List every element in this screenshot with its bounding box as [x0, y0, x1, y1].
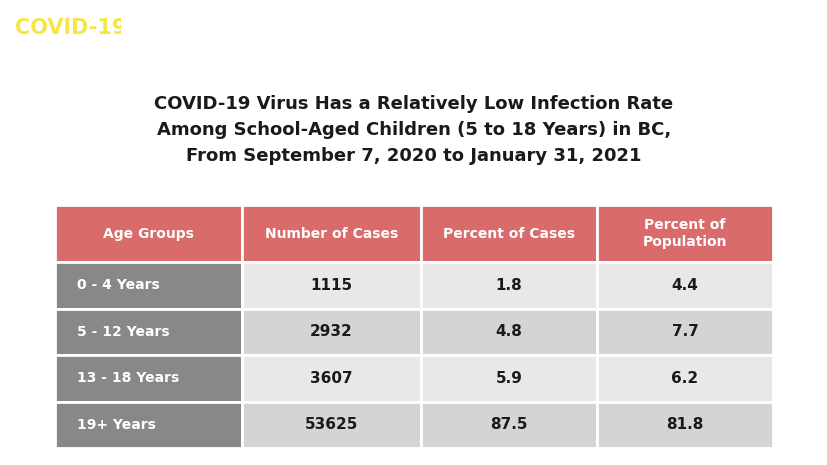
- Text: IN BC: IN BC: [112, 18, 182, 38]
- Bar: [421, 401, 596, 448]
- Bar: [55, 205, 241, 262]
- Text: 7.7: 7.7: [671, 324, 698, 339]
- Bar: [421, 355, 596, 401]
- Text: Number of Cases: Number of Cases: [265, 226, 398, 240]
- Bar: [55, 401, 241, 448]
- Text: 1115: 1115: [310, 278, 352, 293]
- Text: COVID-19 Virus Has a Relatively Low Infection Rate
Among School-Aged Children (5: COVID-19 Virus Has a Relatively Low Infe…: [155, 94, 672, 166]
- Bar: [421, 309, 596, 355]
- Text: 19+ Years: 19+ Years: [76, 418, 155, 432]
- Bar: [596, 401, 772, 448]
- Bar: [596, 355, 772, 401]
- Bar: [55, 355, 241, 401]
- Bar: [596, 205, 772, 262]
- Text: Percent of
Population: Percent of Population: [642, 219, 726, 249]
- Bar: [241, 262, 421, 309]
- Text: 81.8: 81.8: [666, 417, 703, 432]
- Bar: [421, 205, 596, 262]
- Text: 6.2: 6.2: [671, 371, 698, 386]
- Bar: [241, 309, 421, 355]
- Text: Percent of Cases: Percent of Cases: [442, 226, 575, 240]
- Text: 87.5: 87.5: [490, 417, 528, 432]
- Text: 5.9: 5.9: [495, 371, 522, 386]
- Bar: [241, 355, 421, 401]
- Bar: [55, 262, 241, 309]
- Text: 2932: 2932: [309, 324, 352, 339]
- Bar: [241, 205, 421, 262]
- Text: 53625: 53625: [304, 417, 358, 432]
- Bar: [421, 262, 596, 309]
- Text: Age Groups: Age Groups: [103, 226, 194, 240]
- Text: 5 - 12 Years: 5 - 12 Years: [76, 325, 169, 339]
- Bar: [596, 309, 772, 355]
- Text: 14: 14: [795, 20, 812, 34]
- Text: COVID-19: COVID-19: [15, 18, 127, 38]
- Text: 3607: 3607: [310, 371, 352, 386]
- Text: 13 - 18 Years: 13 - 18 Years: [76, 371, 179, 385]
- Text: 4.8: 4.8: [495, 324, 522, 339]
- Bar: [55, 309, 241, 355]
- Text: 4.4: 4.4: [671, 278, 698, 293]
- Bar: [596, 262, 772, 309]
- Bar: [241, 401, 421, 448]
- Text: 0 - 4 Years: 0 - 4 Years: [76, 279, 159, 292]
- Text: 1.8: 1.8: [495, 278, 522, 293]
